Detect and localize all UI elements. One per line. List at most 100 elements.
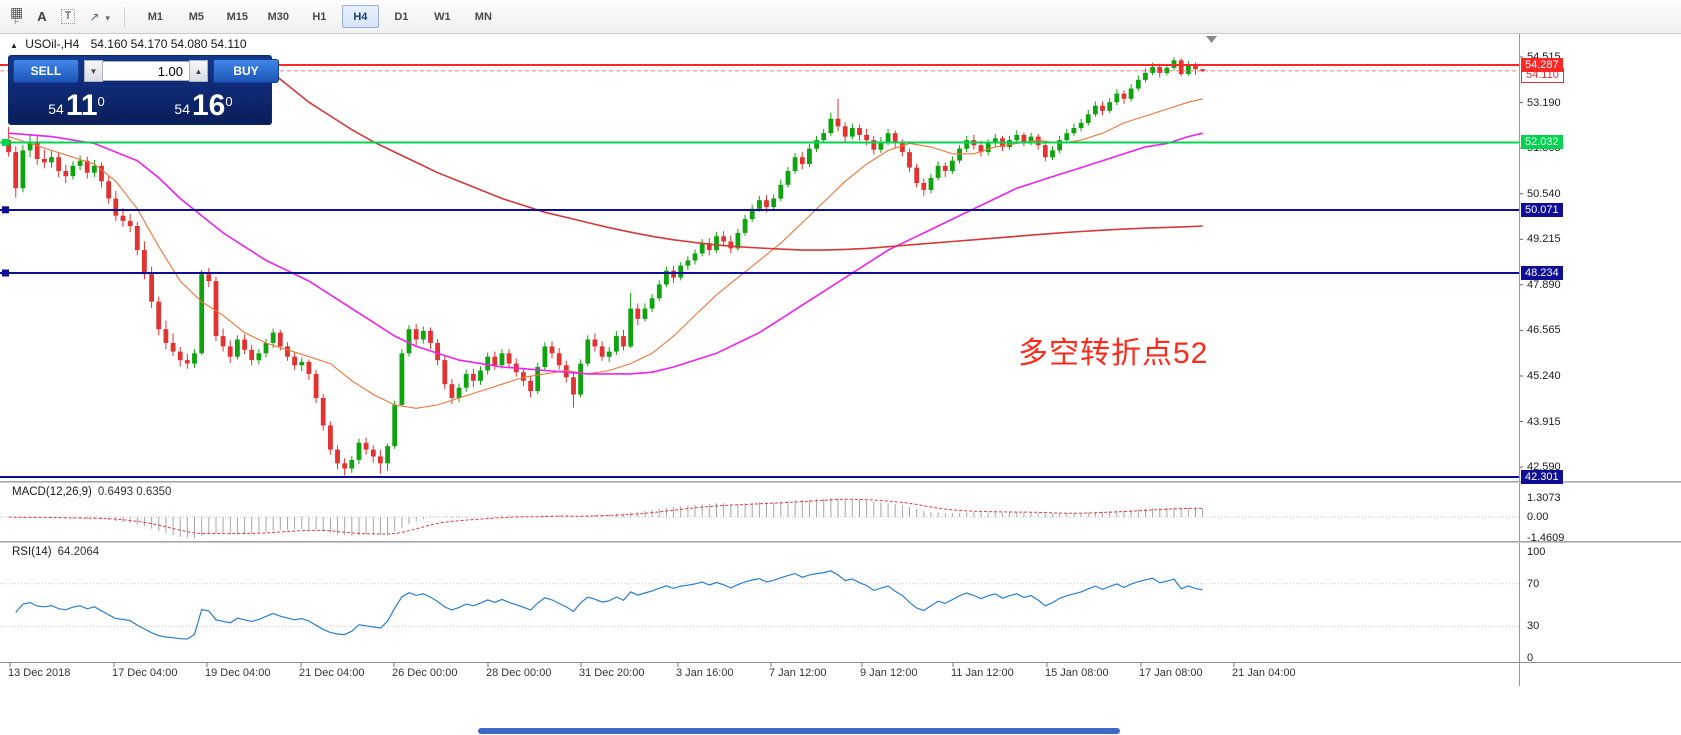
line-handle (2, 138, 9, 146)
time-axis-label: 31 Dec 20:00 (579, 667, 645, 679)
rsi-scale-label: 30 (1527, 620, 1540, 633)
candle-body (521, 372, 526, 381)
time-axis-label: 17 Jan 08:00 (1139, 667, 1203, 679)
candle-body (392, 404, 398, 447)
candle-body (907, 152, 912, 168)
candle-body (1050, 150, 1055, 158)
timeframe-button-m15[interactable]: M15 (226, 10, 249, 23)
candle-body (420, 330, 426, 340)
rsi-value: 64.2064 (57, 546, 100, 558)
text-tool-icon[interactable]: A (37, 8, 47, 24)
price-tick-label: 49.215 (1527, 233, 1561, 246)
price-tick-label: 45.240 (1527, 369, 1561, 382)
shapes-tool-button[interactable]: ↗ ▾ (89, 9, 109, 25)
toolbar-separator (123, 6, 125, 27)
one-click-toggle-icon[interactable]: ▲ (10, 41, 18, 50)
panel-separator-rsi[interactable] (0, 541, 1681, 543)
candle-body (70, 165, 76, 177)
candle-body (635, 308, 641, 319)
candle-body (1164, 67, 1170, 73)
timeframe-button-m1[interactable]: M1 (147, 10, 163, 23)
volume-decrease-button[interactable]: ▼ (84, 60, 103, 82)
time-axis-label: 17 Dec 04:00 (112, 667, 178, 679)
candle-body (964, 140, 970, 149)
candle-body (757, 200, 762, 209)
candle-body (485, 356, 491, 371)
candle-body (1057, 140, 1062, 151)
candle-body (84, 160, 90, 173)
price-tick-label: 47.890 (1527, 278, 1561, 291)
buy-button[interactable]: BUY (213, 59, 279, 83)
candle-body (227, 346, 233, 357)
candle-body (1200, 69, 1205, 71)
time-axis-label: 26 Dec 00:00 (392, 667, 458, 679)
timeframe-button-mn[interactable]: MN (474, 10, 492, 23)
timeframe-button-m5[interactable]: M5 (188, 10, 204, 23)
candle-body (1085, 114, 1091, 123)
candle-body (156, 301, 162, 330)
rsi-line (15, 570, 1203, 640)
candle-body (220, 336, 226, 347)
candle-body (99, 165, 104, 182)
grid-tool-icon[interactable]: ▦ F (10, 5, 23, 27)
label-tool-icon[interactable]: T (60, 9, 76, 24)
candle-body (835, 118, 841, 127)
time-axis[interactable]: 13 Dec 2018 17 Dec 04:00 19 Dec 04:00 21 De… (0, 662, 1681, 686)
candle-body (1171, 60, 1177, 68)
candle-body (120, 215, 126, 221)
price-tag-52.032: 52.032 (1521, 135, 1563, 150)
toolbar-icon-group: ▦ F A T ↗ ▾ (0, 5, 110, 27)
candle-body (814, 140, 819, 149)
candle-body (685, 260, 691, 266)
candle-body (184, 360, 190, 364)
timeframe-button-d1[interactable]: D1 (394, 10, 409, 23)
candle-body (292, 356, 297, 366)
time-axis-label: 3 Jan 16:00 (676, 667, 734, 679)
candle-body (706, 243, 712, 251)
line-handle (2, 206, 9, 214)
candle-body (356, 442, 362, 460)
time-axis-label: 13 Dec 2018 (8, 667, 71, 679)
horizontal-scrollbar-thumb[interactable] (478, 728, 1120, 734)
candle-body (1107, 102, 1113, 111)
candle-body (871, 140, 877, 150)
candle-body (320, 398, 326, 426)
panel-separator-macd[interactable] (0, 481, 1681, 483)
sell-button[interactable]: SELL (13, 59, 79, 83)
timeframe-button-h1[interactable]: H1 (312, 10, 327, 23)
candle-body (992, 138, 998, 144)
candle-body (1114, 93, 1120, 103)
time-axis-label: 19 Dec 04:00 (205, 667, 271, 679)
candle-body (1021, 134, 1027, 142)
candle-body (735, 232, 741, 249)
candle-body (571, 377, 576, 395)
timeframe-button-w1[interactable]: W1 (434, 10, 451, 23)
candle-body (942, 165, 948, 171)
rsi-label: RSI(14) 64.2064 (12, 546, 100, 558)
time-axis-border (0, 662, 1681, 663)
volume-increase-button[interactable]: ▲ (189, 60, 208, 82)
price-tick-label: 43.915 (1527, 415, 1561, 428)
rsi-scale-label: 100 (1527, 546, 1546, 558)
candle-body (270, 332, 276, 343)
candle-body (556, 353, 562, 366)
candle-body (149, 274, 154, 302)
price-scale[interactable]: 54.51553.19051.86550.54049.21547.89046.5… (1519, 33, 1681, 686)
candle-body (13, 152, 19, 189)
timeframe-button-h4[interactable]: H4 (341, 5, 379, 28)
candle-body (328, 425, 333, 450)
bid-price-display: 54 11 0 (48, 89, 105, 122)
candle-body (892, 133, 898, 144)
candle-body (842, 126, 848, 137)
ma-slow-red (265, 67, 1203, 251)
candle-body (170, 343, 176, 352)
timeframe-button-m30[interactable]: M30 (267, 10, 290, 23)
candle-body (599, 346, 605, 357)
candle-body (785, 171, 791, 185)
candle-body (1135, 79, 1141, 89)
candle-body (849, 128, 855, 137)
candle-body (77, 160, 83, 166)
volume-input[interactable] (103, 61, 189, 81)
chart-shift-marker (1206, 36, 1217, 43)
chart-annotation-text: 多空转折点52 (1018, 337, 1209, 370)
